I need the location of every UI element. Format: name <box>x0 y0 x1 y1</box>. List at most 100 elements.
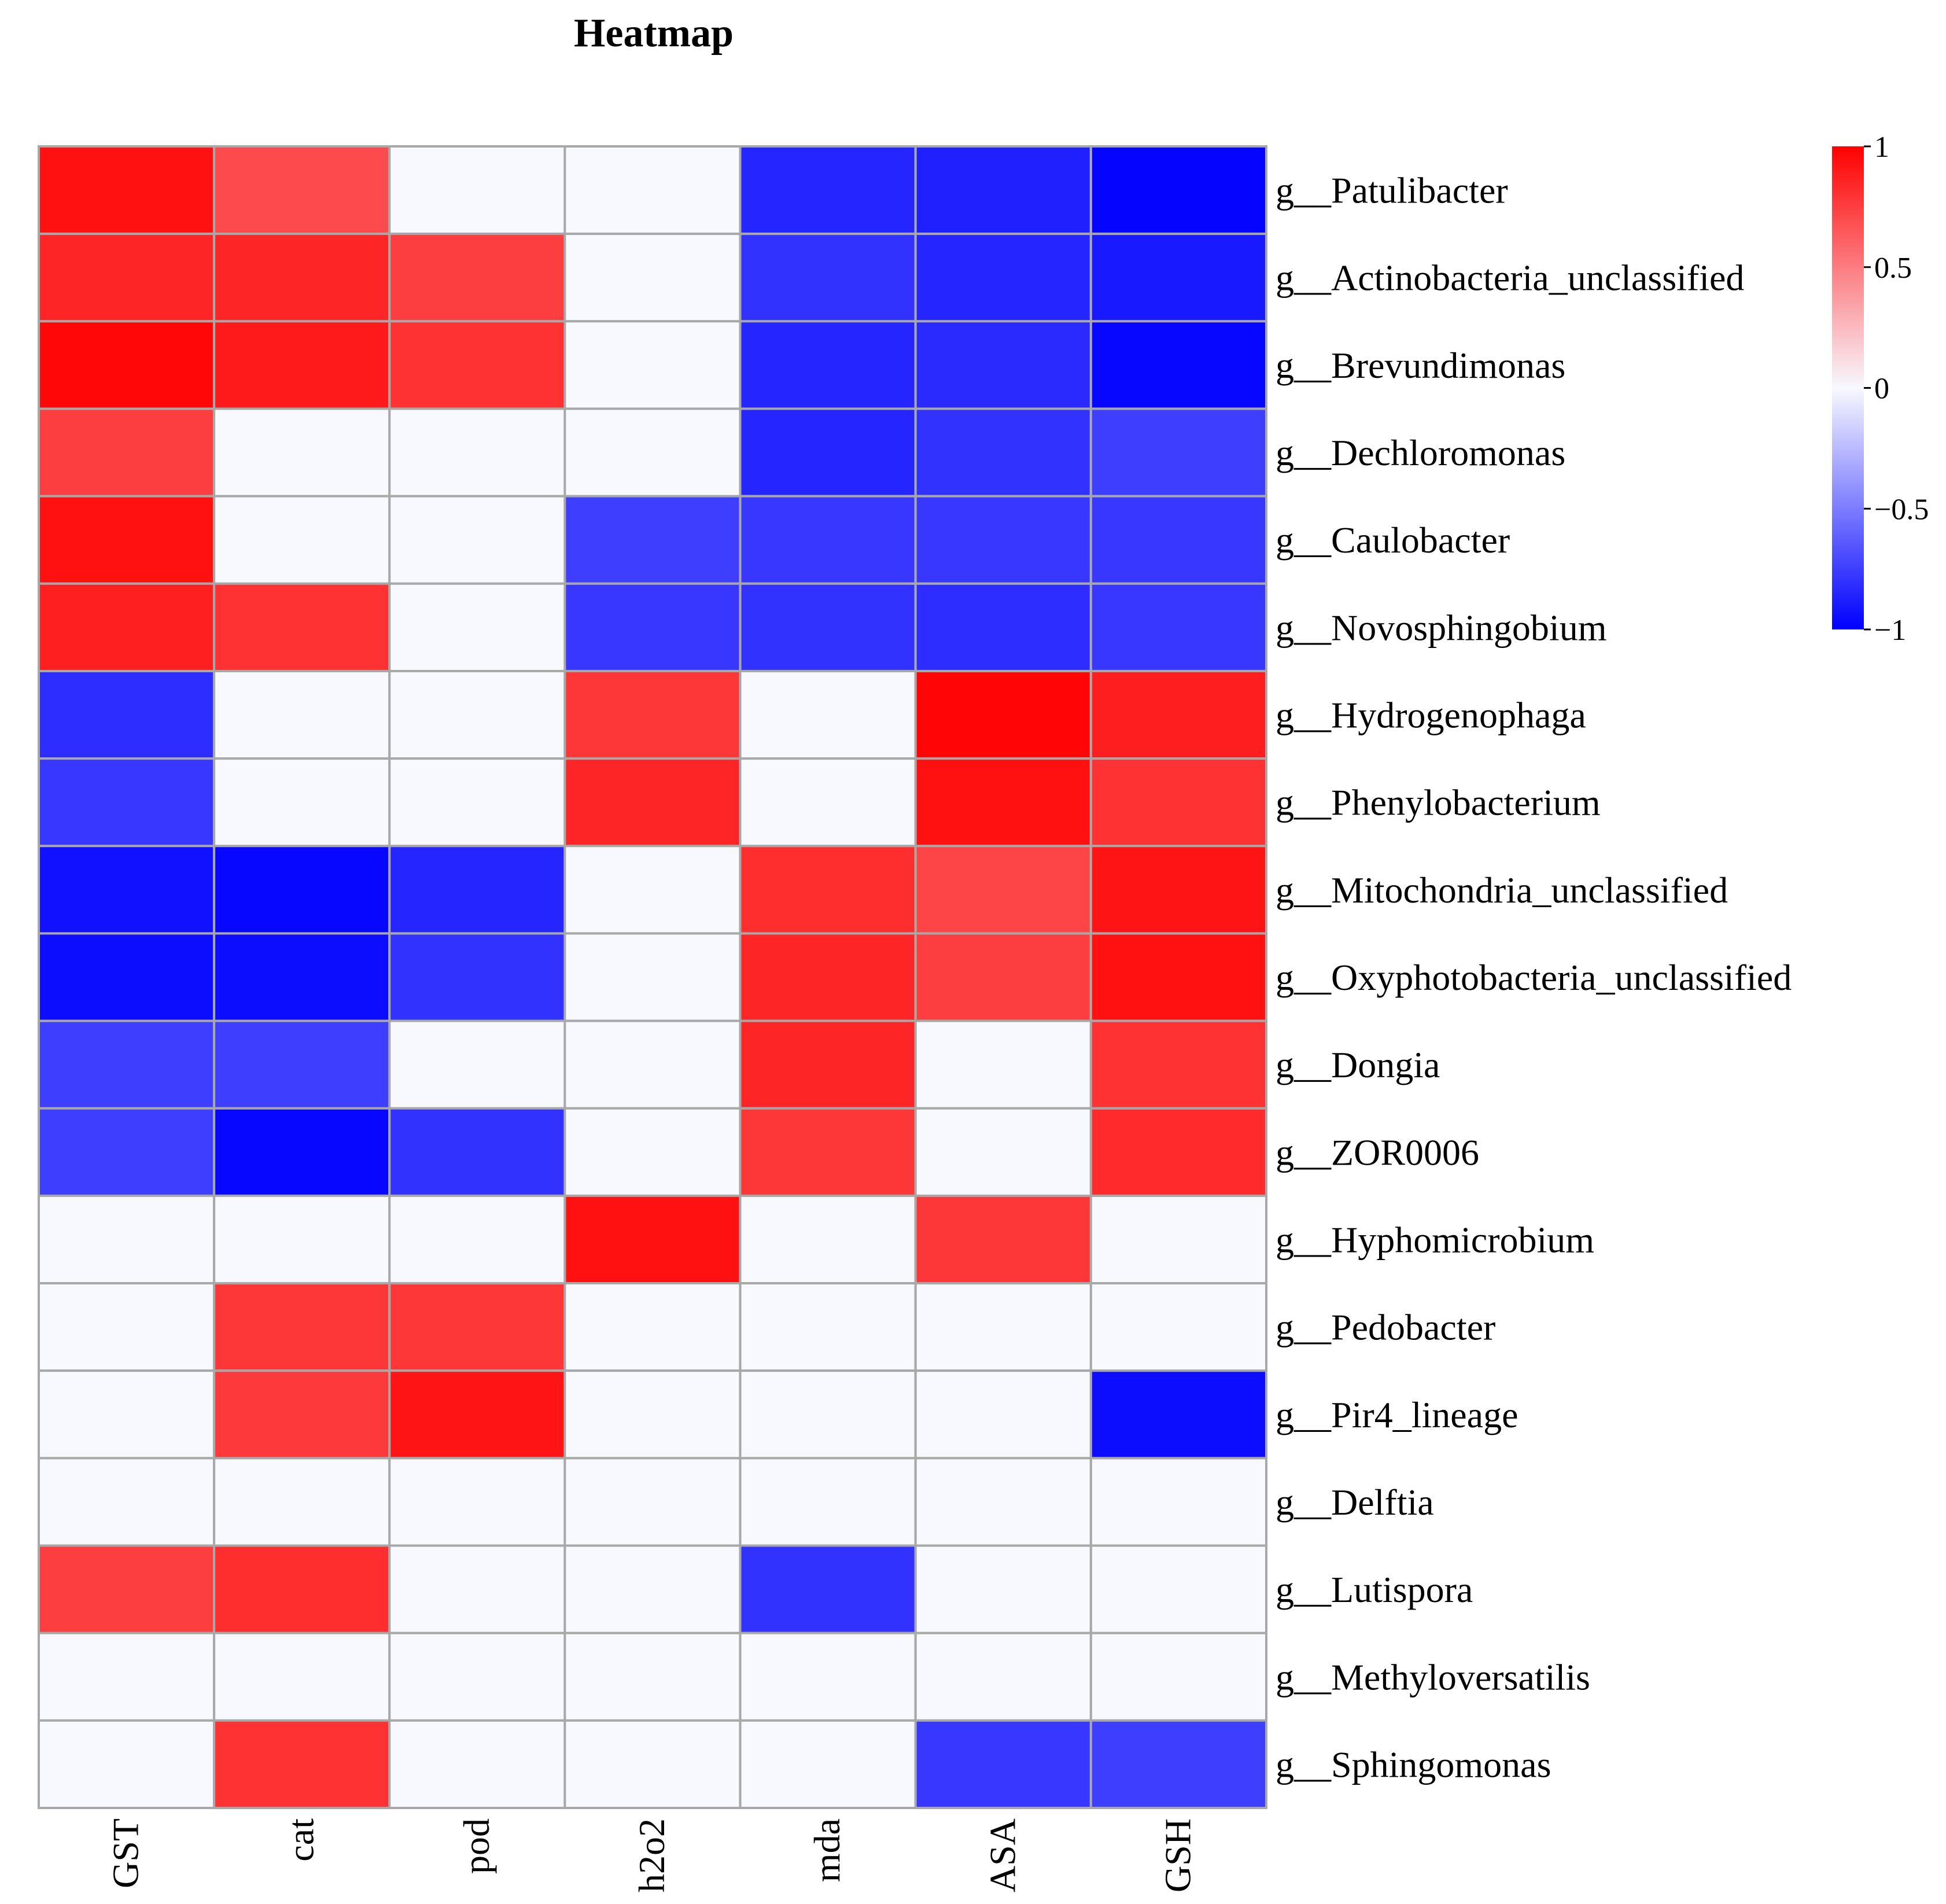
heatmap-cell <box>38 1019 216 1110</box>
heatmap-cell <box>388 1632 566 1722</box>
heatmap-cell <box>563 1719 742 1810</box>
heatmap-cell <box>38 1632 216 1722</box>
heatmap-cell <box>739 1632 917 1722</box>
heatmap-cell <box>739 407 917 498</box>
row-label: g__Dechloromonas <box>1276 432 1565 473</box>
heatmap-cell <box>914 1282 1092 1372</box>
heatmap-cell <box>1089 495 1267 585</box>
heatmap-cell <box>388 1457 566 1547</box>
heatmap-cell <box>563 1457 742 1547</box>
heatmap-cell <box>1089 582 1267 672</box>
heatmap-cell <box>1089 1544 1267 1634</box>
heatmap-cell <box>1089 320 1267 410</box>
row-label: g__Mitochondria_unclassified <box>1276 870 1728 911</box>
heatmap-cell <box>213 582 391 672</box>
heatmap-cell <box>739 495 917 585</box>
heatmap-cell <box>914 495 1092 585</box>
column-labels: GST cat pod h2o2 mda ASA GSH <box>105 1818 1199 1892</box>
heatmap-cell <box>388 845 566 935</box>
heatmap-cell <box>388 1194 566 1285</box>
heatmap-cell <box>388 932 566 1022</box>
heatmap-cell <box>213 320 391 410</box>
colorbar <box>1832 146 1864 629</box>
heatmap-cell <box>563 320 742 410</box>
heatmap-cell <box>739 1019 917 1110</box>
heatmap-cell <box>213 1632 391 1722</box>
heatmap-cell <box>38 1457 216 1547</box>
row-label: g__Patulibacter <box>1276 170 1508 211</box>
heatmap-cell <box>1089 1107 1267 1197</box>
heatmap-cell <box>1089 145 1267 235</box>
row-label: g__Sphingomonas <box>1276 1744 1551 1785</box>
heatmap-cell <box>38 1282 216 1372</box>
heatmap-cell <box>914 669 1092 760</box>
heatmap-cell <box>388 407 566 498</box>
heatmap-cell <box>1089 1019 1267 1110</box>
row-label: g__Hydrogenophaga <box>1276 695 1586 736</box>
heatmap-cell <box>739 1194 917 1285</box>
heatmap-cell <box>914 757 1092 848</box>
heatmap-cell <box>213 233 391 323</box>
heatmap-cell <box>739 1107 917 1197</box>
heatmap-cell <box>38 845 216 935</box>
heatmap-cell <box>563 582 742 672</box>
heatmap-cell <box>1089 1632 1267 1722</box>
heatmap-cell <box>739 1457 917 1547</box>
heatmap-cell <box>914 145 1092 235</box>
heatmap-cell <box>213 407 391 498</box>
column-label: h2o2 <box>631 1818 672 1892</box>
row-label: g__Brevundimonas <box>1276 345 1565 386</box>
heatmap-cell <box>213 1019 391 1110</box>
heatmap-cell <box>563 1369 742 1460</box>
colorbar-tick-label: −0.5 <box>1874 493 1929 526</box>
heatmap-cell <box>213 932 391 1022</box>
heatmap-cell <box>38 1719 216 1810</box>
heatmap-cell <box>38 932 216 1022</box>
heatmap-cell <box>914 1632 1092 1722</box>
row-label: g__Caulobacter <box>1276 520 1510 561</box>
heatmap-cell <box>213 1282 391 1372</box>
heatmap-cell <box>563 845 742 935</box>
heatmap-cell <box>739 1282 917 1372</box>
column-label: ASA <box>982 1818 1023 1892</box>
heatmap-cell <box>914 407 1092 498</box>
heatmap-cell <box>388 1719 566 1810</box>
heatmap-cell <box>914 1544 1092 1634</box>
heatmap-cell <box>213 845 391 935</box>
heatmap-cell <box>388 1019 566 1110</box>
heatmap-cell <box>38 1107 216 1197</box>
color-legend: 1 0.5 0 −0.5 −1 <box>1832 131 1929 647</box>
column-label: mda <box>806 1818 847 1882</box>
heatmap-cell <box>914 1194 1092 1285</box>
heatmap-cell <box>388 233 566 323</box>
heatmap-cell <box>1089 407 1267 498</box>
heatmap-cell <box>563 1019 742 1110</box>
heatmap-cell <box>563 1107 742 1197</box>
heatmap-cell <box>388 582 566 672</box>
heatmap-cell <box>739 932 917 1022</box>
heatmap-cell <box>739 757 917 848</box>
heatmap-cell <box>1089 757 1267 848</box>
heatmap-cell <box>388 1544 566 1634</box>
heatmap-cell <box>914 932 1092 1022</box>
heatmap-cell <box>388 320 566 410</box>
heatmap-cell <box>38 407 216 498</box>
heatmap-cell <box>1089 845 1267 935</box>
heatmap-cell <box>739 320 917 410</box>
heatmap-cell <box>38 1369 216 1460</box>
colorbar-tick-label: 1 <box>1874 131 1889 164</box>
row-label: g__Delftia <box>1276 1482 1434 1523</box>
heatmap-cell <box>739 145 917 235</box>
heatmap-cell <box>213 1544 391 1634</box>
colorbar-tick-label: 0 <box>1874 373 1889 406</box>
heatmap-cell <box>563 233 742 323</box>
heatmap-cell <box>563 669 742 760</box>
heatmap-cell <box>914 1719 1092 1810</box>
heatmap-cell <box>213 1107 391 1197</box>
heatmap-cell <box>1089 233 1267 323</box>
heatmap-cell <box>388 1282 566 1372</box>
heatmap-cell <box>914 320 1092 410</box>
heatmap-cell <box>1089 1194 1267 1285</box>
heatmap-cell <box>563 1544 742 1634</box>
heatmap-cell <box>563 407 742 498</box>
